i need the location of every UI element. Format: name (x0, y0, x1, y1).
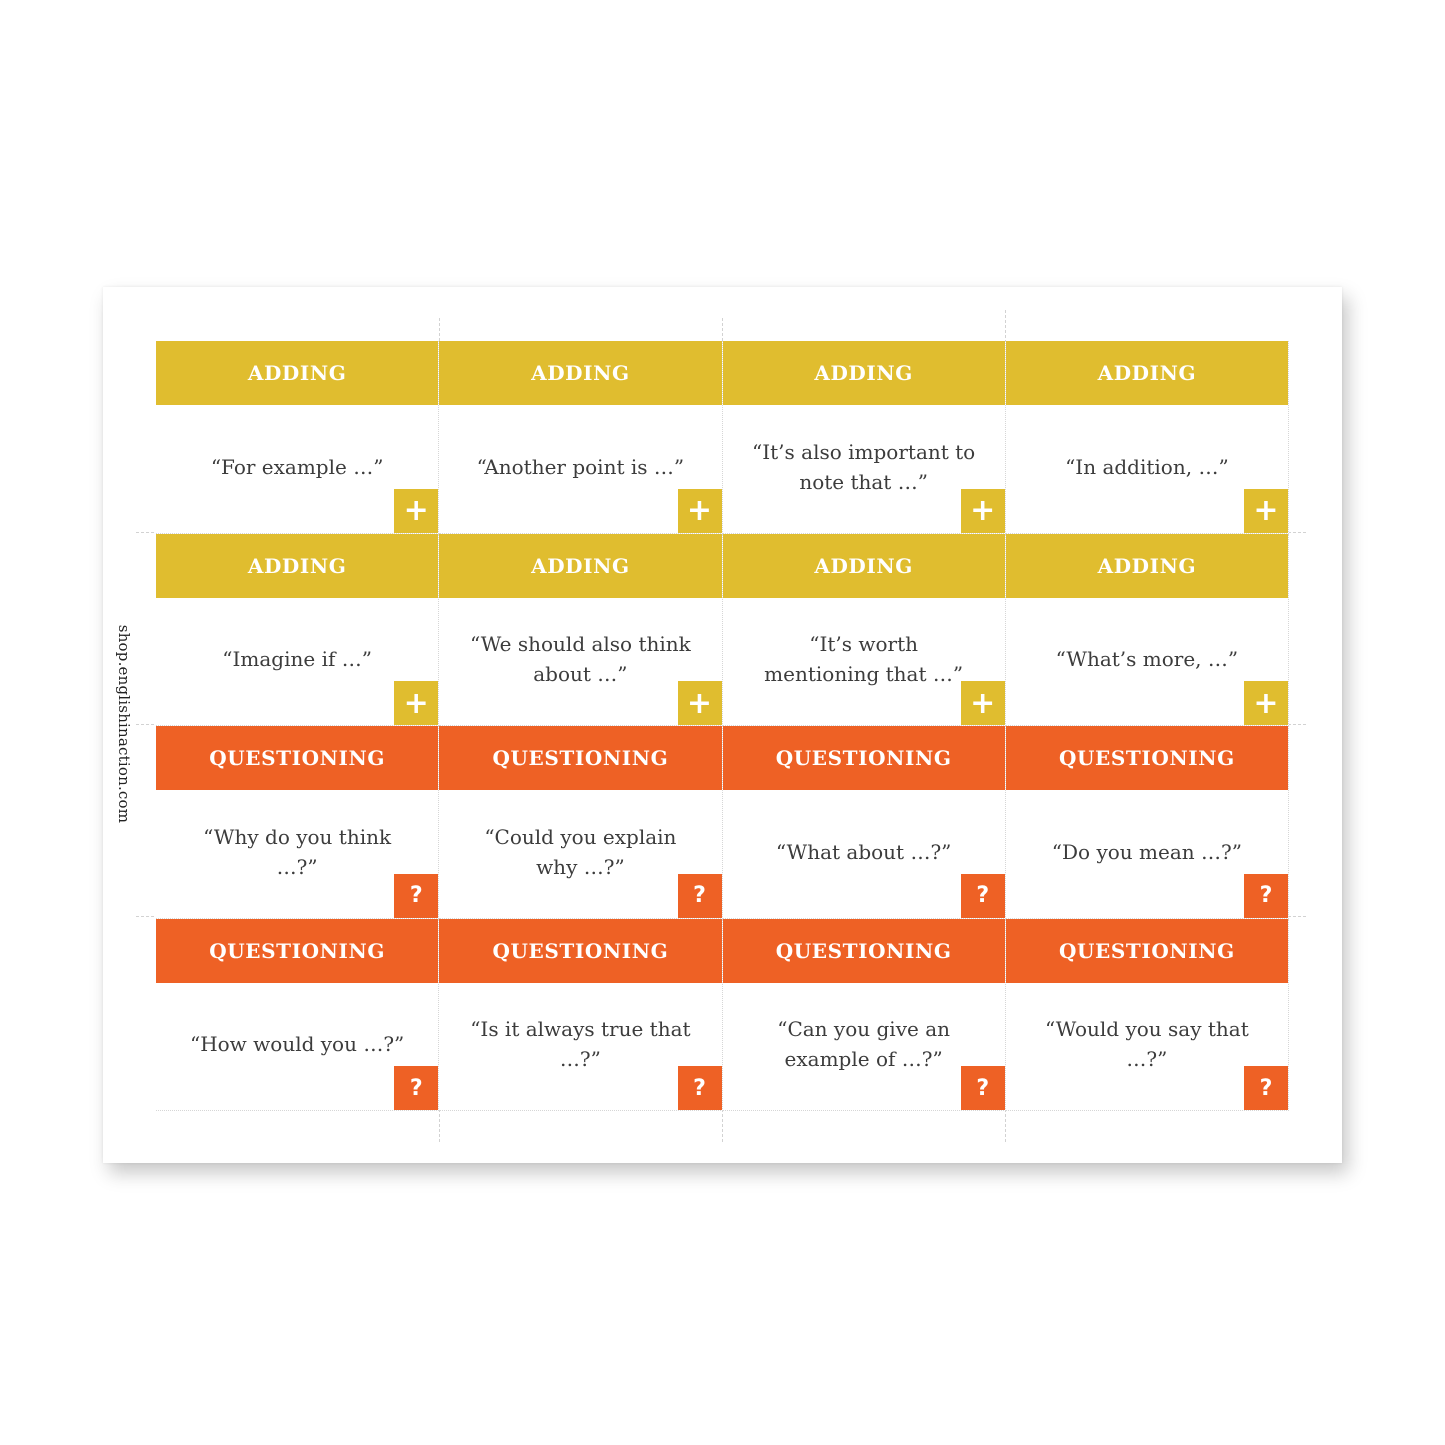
phrase-card: QUESTIONING “Can you give an example of … (722, 918, 1006, 1111)
card-category: QUESTIONING (156, 726, 439, 790)
card-category: QUESTIONING (439, 918, 722, 983)
card-category: ADDING (1005, 533, 1288, 598)
plus-icon: + (677, 488, 722, 533)
phrase-card: ADDING “Another point is …” + (439, 341, 723, 534)
phrase-card: QUESTIONING “How would you …?” ? (156, 918, 440, 1111)
card-phrase: “For example …” (210, 454, 384, 479)
card-category: QUESTIONING (156, 918, 439, 983)
card-phrase: “Can you give an example of …?” (777, 1017, 950, 1072)
question-mark-icon: ? (677, 1066, 722, 1110)
card-category: QUESTIONING (722, 726, 1005, 790)
question-mark-icon: ? (1244, 1066, 1288, 1110)
card-phrase: “Is it always true that …?” (470, 1017, 691, 1072)
card-category: ADDING (156, 533, 439, 598)
card-phrase: “Why do you think …?” (203, 824, 392, 879)
site-url: shop.englishinaction.com (115, 624, 133, 824)
card-phrase: “It’s worth mentioning that …” (764, 632, 964, 687)
phrase-card: QUESTIONING “Would you say that …?” ? (1005, 918, 1289, 1111)
question-mark-icon: ? (1244, 873, 1288, 918)
question-mark-icon: ? (960, 1066, 1005, 1110)
phrase-card: ADDING “It’s also important to note that… (722, 341, 1006, 534)
plus-icon: + (960, 488, 1005, 533)
phrase-card: QUESTIONING “What about …?” ? (722, 726, 1006, 919)
phrase-card: QUESTIONING “Do you mean …?” ? (1005, 726, 1289, 919)
card-category: ADDING (1005, 341, 1288, 405)
phrase-card: QUESTIONING “Could you explain why …?” ? (439, 726, 723, 919)
card-phrase: “Imagine if …” (222, 647, 372, 672)
phrase-card: ADDING “What’s more, …” + (1005, 533, 1289, 726)
card-phrase: “Another point is …” (476, 454, 685, 479)
card-category: QUESTIONING (722, 918, 1005, 983)
card-phrase: “What about …?” (775, 839, 952, 864)
plus-icon: + (677, 681, 722, 725)
phrase-card: QUESTIONING “Why do you think …?” ? (156, 726, 440, 919)
card-category: ADDING (439, 533, 722, 598)
card-phrase: “Would you say that …?” (1044, 1017, 1249, 1072)
card-phrase: “How would you …?” (189, 1032, 405, 1057)
question-mark-icon: ? (394, 1066, 439, 1110)
phrase-card: ADDING “It’s worth mentioning that …” + (722, 533, 1006, 726)
plus-icon: + (394, 488, 439, 533)
phrase-card: ADDING “Imagine if …” + (156, 533, 440, 726)
plus-icon: + (1244, 681, 1288, 725)
card-phrase: “Could you explain why …?” (484, 824, 677, 879)
phrase-card: ADDING “For example …” + (156, 341, 440, 534)
card-grid: ADDING “For example …” + ADDING “Another… (156, 341, 1289, 1111)
card-phrase: “We should also think about …” (469, 632, 691, 687)
card-phrase: “Do you mean …?” (1051, 839, 1242, 864)
card-category: ADDING (722, 533, 1005, 598)
card-category: ADDING (722, 341, 1005, 405)
card-phrase: “In addition, …” (1065, 454, 1229, 479)
card-category: ADDING (439, 341, 722, 405)
card-phrase: “It’s also important to note that …” (752, 439, 976, 494)
card-category: QUESTIONING (1005, 726, 1288, 790)
card-category: QUESTIONING (1005, 918, 1288, 983)
question-mark-icon: ? (394, 873, 439, 918)
card-category: QUESTIONING (439, 726, 722, 790)
plus-icon: + (1244, 488, 1288, 533)
card-category: ADDING (156, 341, 439, 405)
card-phrase: “What’s more, …” (1055, 647, 1239, 672)
plus-icon: + (960, 681, 1005, 725)
question-mark-icon: ? (960, 873, 1005, 918)
question-mark-icon: ? (677, 873, 722, 918)
phrase-card: ADDING “We should also think about …” + (439, 533, 723, 726)
phrase-card: QUESTIONING “Is it always true that …?” … (439, 918, 723, 1111)
phrase-card: ADDING “In addition, …” + (1005, 341, 1289, 534)
plus-icon: + (394, 681, 439, 725)
